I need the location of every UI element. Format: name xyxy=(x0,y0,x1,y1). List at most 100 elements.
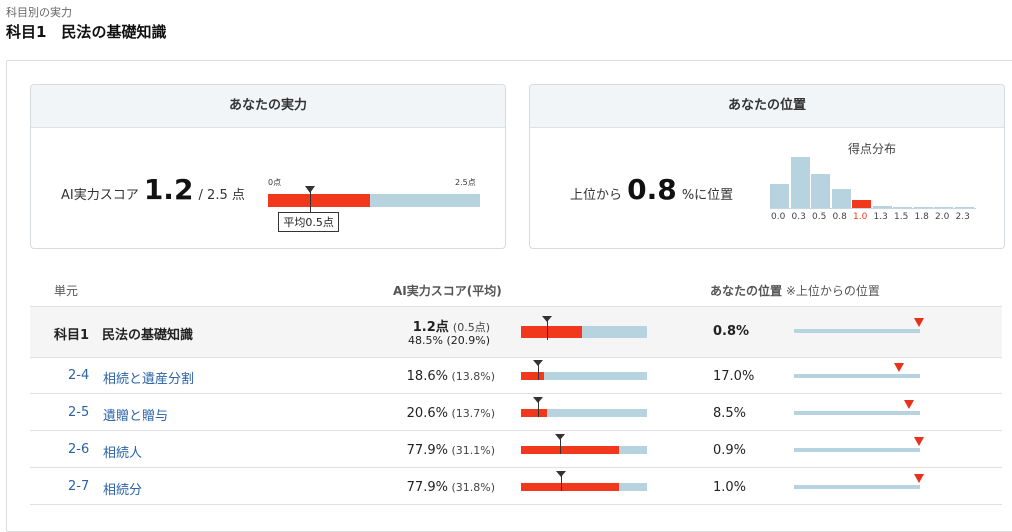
histogram-tick-label: 2.0 xyxy=(935,212,950,222)
score-bar xyxy=(521,409,647,417)
ability-card-heading: あなたの実力 xyxy=(31,85,505,128)
row-score-value: 20.6% xyxy=(406,406,448,421)
average-marker-arrow xyxy=(542,316,553,322)
page-title: 科目1 民法の基礎知識 xyxy=(6,23,167,41)
histogram-tick-label: 1.0 xyxy=(853,212,868,222)
average-marker-arrow xyxy=(555,434,566,440)
average-marker-line xyxy=(561,473,563,491)
col-position-note: ※上位からの位置 xyxy=(785,284,880,298)
average-marker-line xyxy=(310,191,312,212)
average-marker-line xyxy=(547,318,549,340)
histogram-tick-label: 0.0 xyxy=(771,212,786,222)
summary-pct-value: 48.5% xyxy=(408,334,443,347)
average-marker-arrow xyxy=(533,397,544,403)
row-score-value: 77.9% xyxy=(406,480,448,495)
average-marker-arrow xyxy=(533,360,544,366)
histogram-bar xyxy=(913,207,933,208)
unit-link-name[interactable]: 相続人 xyxy=(103,446,143,461)
position-value: 0.8 xyxy=(627,173,677,206)
position-marker-icon xyxy=(913,474,924,483)
position-bar xyxy=(794,448,920,452)
histogram-tick-label: 0.5 xyxy=(812,212,827,222)
histogram-bar xyxy=(893,206,912,208)
position-prefix: 上位から xyxy=(570,188,623,203)
score-bar-fill xyxy=(521,446,620,454)
col-position-header: あなたの位置 ※上位からの位置 xyxy=(710,282,880,299)
average-marker-line xyxy=(538,399,540,417)
histogram-bar xyxy=(934,207,953,208)
score-bar xyxy=(521,372,647,380)
score-max: / 2.5 点 xyxy=(198,188,245,203)
table-row: 2-5 遺贈と贈与 20.6% (13.7%) 8.5% xyxy=(30,394,1002,431)
average-label: 平均0.5点 xyxy=(278,212,339,232)
row-position: 1.0% xyxy=(713,480,747,495)
position-bar xyxy=(794,485,920,489)
average-marker-line xyxy=(560,436,562,454)
histogram-tick-label: 1.8 xyxy=(914,212,929,222)
col-score-header: AI実力スコア(平均) xyxy=(393,284,502,298)
row-position: 17.0% xyxy=(713,369,755,384)
col-position-label: あなたの位置 xyxy=(710,284,783,298)
unit-link[interactable]: 2-5 xyxy=(68,405,90,420)
unit-link[interactable]: 2-6 xyxy=(68,442,90,457)
histogram-axis: 0.0 0.3 0.5 0.8 1.0 1.3 1.5 1.8 2.0 2.3 xyxy=(770,212,976,224)
position-marker-icon xyxy=(904,400,915,409)
summary-pct: 48.5% (20.9%) xyxy=(390,334,490,347)
row-score-pct: 20.6% (13.7%) xyxy=(390,406,495,421)
position-card-heading: あなたの位置 xyxy=(530,85,1004,128)
score-histogram xyxy=(770,157,976,209)
score-value: 1.2 xyxy=(143,173,194,206)
ability-score-line: AI実力スコア 1.2 / 2.5 点 xyxy=(61,173,245,206)
score-bar xyxy=(521,483,647,491)
row-score-avg: (13.7%) xyxy=(447,407,495,420)
unit-link[interactable]: 2-7 xyxy=(68,479,90,494)
row-score-value: 18.6% xyxy=(406,369,448,384)
col-unit-header: 単元 xyxy=(54,284,79,298)
histogram-bar xyxy=(770,184,789,208)
summary-row: 科目1 民法の基礎知識 1.2点 (0.5点) 48.5% (20.9%) 0.… xyxy=(30,306,1002,358)
score-bar-fill xyxy=(521,372,545,380)
histogram-bar xyxy=(831,188,851,208)
average-marker-arrow xyxy=(305,186,316,193)
table-row: 2-6 相続人 77.9% (31.1%) 0.9% xyxy=(30,431,1002,468)
summary-points-avg: (0.5点) xyxy=(452,321,490,334)
unit-link-name[interactable]: 相続分 xyxy=(103,483,143,498)
average-marker xyxy=(305,186,316,193)
average-marker-arrow xyxy=(556,471,567,477)
score-bar-fill xyxy=(521,409,547,417)
summary-pct-avg: (20.9%) xyxy=(446,334,490,347)
position-bar xyxy=(794,329,920,333)
position-bar xyxy=(794,411,920,415)
histogram-bar xyxy=(811,174,830,208)
table-row: 2-7 相続分 77.9% (31.8%) 1.0% xyxy=(30,468,1002,505)
summary-points-value: 1.2点 xyxy=(412,320,449,335)
row-position: 8.5% xyxy=(713,406,747,421)
score-bar xyxy=(521,326,647,338)
histogram-bar xyxy=(852,199,871,208)
histogram-bar xyxy=(790,157,810,208)
histogram-tick-label: 1.3 xyxy=(873,212,888,222)
summary-points: 1.2点 (0.5点) xyxy=(390,316,490,335)
unit-link-name[interactable]: 相続と遺産分割 xyxy=(103,372,195,387)
row-position: 0.9% xyxy=(713,443,747,458)
row-score-avg: (13.8%) xyxy=(447,370,495,383)
unit-link-name[interactable]: 遺贈と贈与 xyxy=(103,409,169,424)
row-score-avg: (31.1%) xyxy=(447,444,495,457)
row-score-pct: 77.9% (31.1%) xyxy=(390,443,495,458)
score-label: AI実力スコア xyxy=(61,188,139,203)
histogram-title: 得点分布 xyxy=(848,142,897,156)
row-score-pct: 18.6% (13.8%) xyxy=(390,369,495,384)
summary-position: 0.8% xyxy=(713,324,750,339)
position-marker-icon xyxy=(913,437,924,446)
score-bar xyxy=(521,446,647,454)
score-bar-fill xyxy=(521,326,583,338)
unit-link[interactable]: 2-4 xyxy=(68,368,90,383)
position-marker-icon xyxy=(913,318,924,327)
ability-card: あなたの実力 AI実力スコア 1.2 / 2.5 点 0点 2.5点 平均0.5… xyxy=(30,84,506,249)
score-bar-fill xyxy=(521,483,620,491)
average-marker-line xyxy=(538,362,540,380)
histogram-tick-label: 0.3 xyxy=(791,212,806,222)
position-marker-icon xyxy=(893,363,904,372)
position-suffix: %に位置 xyxy=(681,188,734,203)
breadcrumb: 科目別の実力 xyxy=(6,6,72,19)
